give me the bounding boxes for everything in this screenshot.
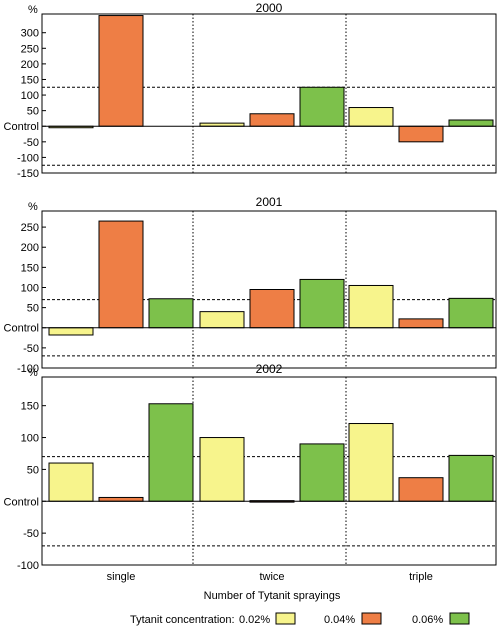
y-tick-label: 50: [27, 303, 39, 315]
y-unit-label: %: [28, 4, 38, 16]
y-tick-label: 150: [21, 262, 39, 274]
bar-2000-triple-0.02%: [348, 107, 394, 127]
y-tick-label: 250: [21, 43, 39, 55]
bar-2000-triple-0.04%: [398, 125, 444, 143]
y-tick-label: 50: [27, 106, 39, 118]
panel-title-2001: 2001: [256, 195, 283, 209]
y-tick-label: -100: [17, 560, 39, 572]
bar-2002-twice-0.02%: [199, 437, 245, 502]
bar-2000-twice-0.04%: [249, 113, 295, 127]
legend-label-2: 0.06%: [412, 614, 443, 626]
control-label: Control: [4, 496, 39, 508]
y-tick-label: 150: [21, 74, 39, 86]
legend-label-1: 0.04%: [324, 614, 355, 626]
category-label-twice: twice: [259, 571, 284, 583]
y-tick-label: -50: [23, 137, 39, 149]
legend-swatch-0: [275, 612, 296, 625]
bar-2001-triple-0.04%: [398, 318, 444, 329]
plot-frame: [41, 376, 497, 566]
y-tick-label: 100: [21, 90, 39, 102]
legend-label-0: 0.02%: [239, 614, 270, 626]
legend-swatch-1: [361, 612, 382, 625]
bar-2000-twice-0.06%: [299, 86, 345, 127]
bar-2002-twice-0.06%: [299, 443, 345, 502]
control-label: Control: [4, 121, 39, 133]
x-axis-label: Number of Tytanit sprayings: [204, 590, 341, 602]
y-unit-label: %: [28, 367, 38, 379]
y-tick-label: 200: [21, 242, 39, 254]
bar-2002-single-0.02%: [48, 462, 94, 502]
legend-title: Tytanit concentration:: [130, 614, 235, 626]
y-tick-label: 100: [21, 433, 39, 445]
bar-2002-single-0.06%: [148, 403, 194, 502]
plot-frame: [41, 210, 497, 369]
plot-frame: [41, 13, 497, 174]
bar-2001-twice-0.06%: [299, 278, 345, 329]
bar-2001-triple-0.02%: [348, 284, 394, 329]
bar-2000-single-0.04%: [98, 15, 144, 127]
y-tick-label: 100: [21, 282, 39, 294]
y-unit-label: %: [28, 201, 38, 213]
bar-2002-triple-0.02%: [348, 423, 394, 502]
bar-2000-triple-0.06%: [448, 119, 494, 127]
bar-2001-single-0.06%: [148, 298, 194, 329]
bar-2001-triple-0.06%: [448, 297, 494, 329]
y-tick-label: 200: [21, 59, 39, 71]
chart-panel-2001: 2001% 250 200 150 100 50 -50 -100 Control: [4, 195, 497, 375]
panel-title-2000: 2000: [256, 1, 283, 15]
chart-panel-2000: 2000% 300 250 200 150 100 50 -50 -100 -150 Control: [4, 1, 497, 180]
y-tick-label: 50: [27, 464, 39, 476]
bar-2002-single-0.04%: [98, 496, 144, 502]
bar-2001-single-0.04%: [98, 220, 144, 329]
bar-2002-triple-0.04%: [398, 477, 444, 502]
y-tick-label: 300: [21, 28, 39, 40]
bar-2001-single-0.02%: [48, 327, 94, 336]
y-tick-label: 250: [21, 222, 39, 234]
y-tick-label: -100: [17, 363, 39, 375]
y-tick-label: 150: [21, 401, 39, 413]
bar-2001-twice-0.04%: [249, 289, 295, 329]
bar-2001-twice-0.02%: [199, 311, 245, 329]
y-tick-label: -100: [17, 152, 39, 164]
legend-swatch-2: [449, 612, 470, 625]
legend: Tytanit concentration: 0.02% 0.04% 0.06%: [130, 612, 470, 626]
y-tick-label: -50: [23, 343, 39, 355]
y-tick-label: -150: [17, 168, 39, 180]
control-label: Control: [4, 323, 39, 335]
panel-title-2002: 2002: [256, 362, 283, 376]
bar-2002-triple-0.06%: [448, 454, 494, 502]
category-label-single: single: [107, 571, 136, 583]
y-tick-label: -50: [23, 528, 39, 540]
chart-panel-2002: 2002% 150 100 50 -50 -100 Control: [4, 362, 497, 572]
category-label-triple: triple: [409, 571, 433, 583]
